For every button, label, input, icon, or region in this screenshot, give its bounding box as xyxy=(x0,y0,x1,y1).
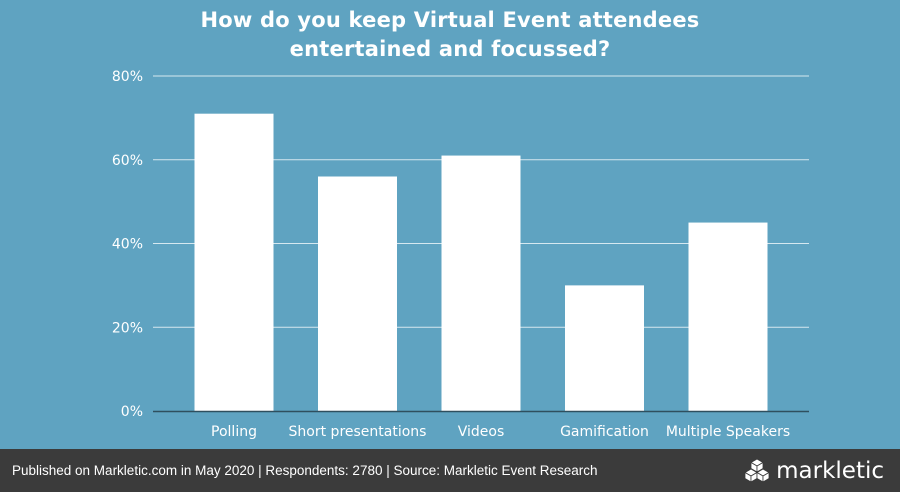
footer-text: Published on Markletic.com in May 2020 |… xyxy=(12,463,598,478)
footer: Published on Markletic.com in May 2020 |… xyxy=(0,449,900,492)
bar-short-presentations xyxy=(318,176,397,411)
y-tick-label: 0% xyxy=(121,404,143,420)
cubes-logo-icon xyxy=(744,458,770,483)
x-axis-labels: Polling Short presentations Videos Gamifica… xyxy=(211,424,790,440)
chart-title: How do you keep Virtual Event attendees … xyxy=(0,6,900,64)
y-axis-labels: 0% 20% 40% 60% 80% xyxy=(112,69,143,420)
bar-gamification xyxy=(565,285,644,411)
y-tick-label: 40% xyxy=(112,237,143,253)
bar-videos xyxy=(441,155,521,411)
y-tick-label: 20% xyxy=(112,320,143,336)
y-tick-label: 60% xyxy=(112,153,143,169)
x-tick-label: Multiple Speakers xyxy=(666,424,790,440)
bars xyxy=(194,113,768,411)
chart-title-line-2: entertained and focussed? xyxy=(289,37,611,61)
bar-chart: 0% 20% 40% 60% 80% Polling Short presentation… xyxy=(112,69,809,440)
brand-name: markletic xyxy=(776,457,884,484)
y-tick-label: 80% xyxy=(112,69,143,85)
brand: markletic xyxy=(744,449,884,492)
chart-title-line-1: How do you keep Virtual Event attendees xyxy=(200,8,700,32)
x-tick-label: Short presentations xyxy=(289,424,427,440)
x-tick-label: Videos xyxy=(458,424,505,440)
bar-polling xyxy=(194,113,274,411)
x-tick-label: Gamification xyxy=(560,424,649,440)
bar-multiple-speakers xyxy=(688,222,768,411)
x-tick-label: Polling xyxy=(211,424,257,440)
